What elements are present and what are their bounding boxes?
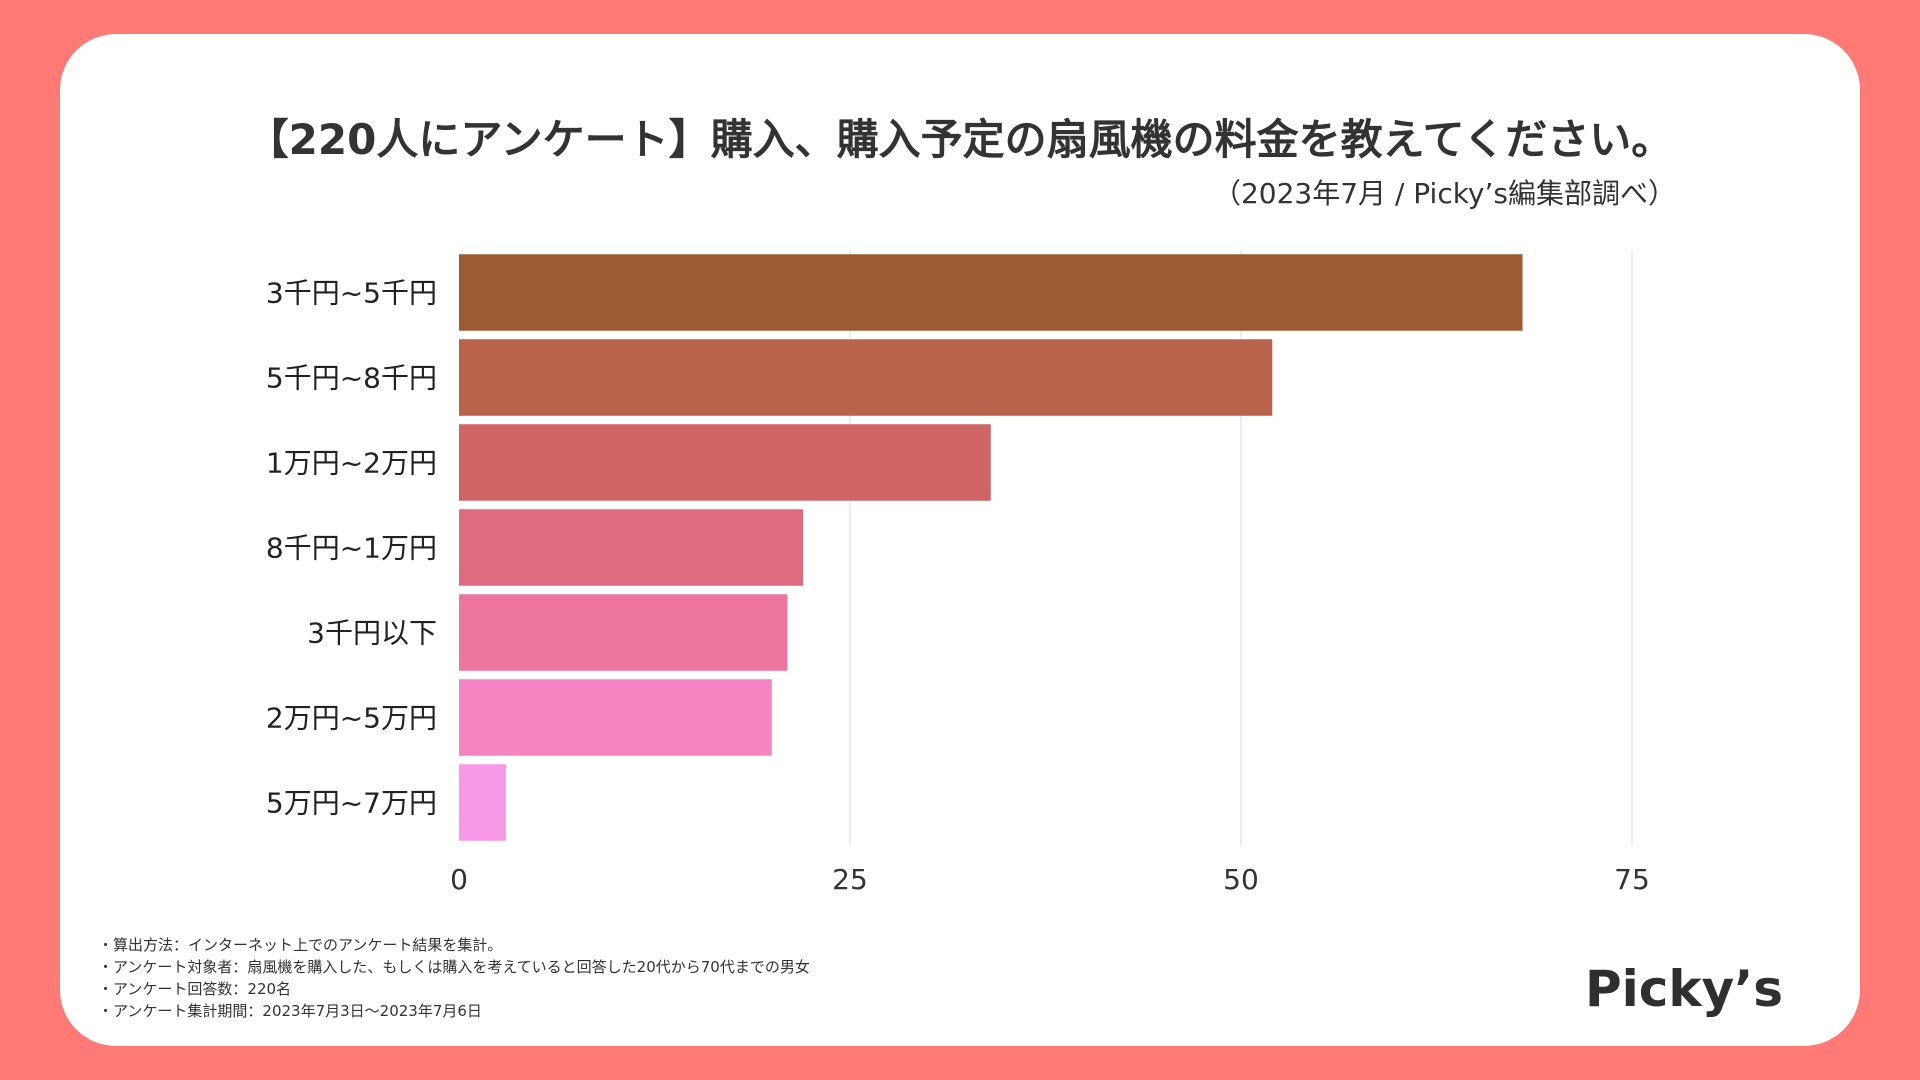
- category-label: 5万円~7万円: [266, 787, 437, 820]
- category-label: 2万円~5万円: [266, 702, 437, 735]
- chart-card: [60, 34, 1860, 1046]
- note-method: ・算出方法：インターネット上でのアンケート結果を集計。: [98, 936, 503, 954]
- pickys-logo: Picky’s: [1584, 960, 1783, 1018]
- note-target: ・アンケート対象者：扇風機を購入した、もしくは購入を考えていると回答した20代か…: [98, 958, 810, 976]
- x-tick-label: 25: [832, 863, 868, 896]
- note-period: ・アンケート集計期間：2023年7月3日〜2023年7月6日: [98, 1002, 482, 1020]
- category-label: 3千円~5千円: [266, 277, 437, 310]
- bar: [459, 679, 772, 756]
- chart-subtitle: （2023年7月 / Picky’s編集部調べ）: [1212, 177, 1676, 210]
- chart-title: 【220人にアンケート】購入、購入予定の扇風機の料金を教えてください。: [246, 115, 1674, 164]
- x-tick-label: 0: [450, 863, 468, 896]
- category-label: 3千円以下: [307, 617, 437, 650]
- bars: [459, 254, 1523, 841]
- bar: [459, 254, 1523, 331]
- category-label: 8千円~1万円: [266, 532, 437, 565]
- bar: [459, 764, 506, 841]
- x-tick-labels: 0 25 50 75: [450, 863, 1650, 896]
- bar: [459, 424, 991, 501]
- x-tick-label: 75: [1614, 863, 1650, 896]
- note-count: ・アンケート回答数：220名: [98, 980, 292, 998]
- category-labels: 3千円~5千円 5千円~8千円 1万円~2万円 8千円~1万円 3千円以下 2万円~5万円…: [266, 277, 437, 820]
- bar: [459, 339, 1273, 416]
- bar: [459, 509, 804, 586]
- survey-notes: ・算出方法：インターネット上でのアンケート結果を集計。 ・アンケート対象者：扇風…: [98, 934, 810, 1022]
- bar: [459, 594, 788, 671]
- category-label: 1万円~2万円: [266, 447, 437, 480]
- x-tick-label: 50: [1223, 863, 1259, 896]
- category-label: 5千円~8千円: [266, 362, 437, 395]
